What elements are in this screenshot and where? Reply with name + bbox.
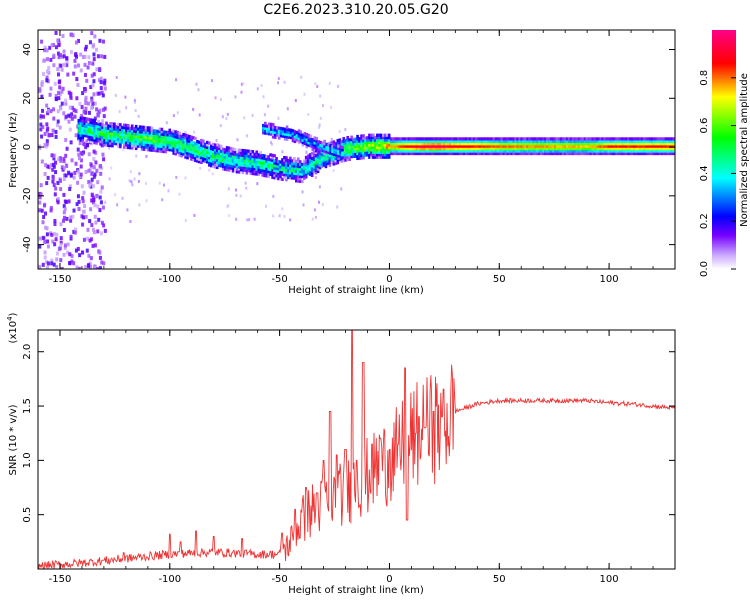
snr-panel: -150 -100 -50 0 50 100 0.5 1.0 1.5 2.0 Height of … bbox=[6, 312, 676, 596]
x-tick-label: 0 bbox=[386, 274, 392, 285]
snr-plot-area bbox=[38, 330, 675, 569]
colorbar-tick-label: 0.4 bbox=[699, 165, 710, 181]
colorbar-tick-label: 0.8 bbox=[699, 70, 710, 86]
x-tick-label: -150 bbox=[49, 274, 72, 285]
x-tick-label: -50 bbox=[271, 574, 287, 585]
x-tick-label: -50 bbox=[271, 274, 287, 285]
x-tick-label: 0 bbox=[386, 574, 392, 585]
spectrogram-x-axis-label: Height of straight line (km) bbox=[288, 285, 424, 296]
page-title: C2E6.2023.310.20.05.G20 bbox=[263, 2, 449, 18]
colorbar-tick-label: 0.6 bbox=[699, 118, 710, 134]
spectrogram-frame bbox=[37, 29, 676, 270]
snr-scale-factor-label: (x104) bbox=[6, 312, 19, 343]
x-tick-label: 50 bbox=[493, 274, 506, 285]
spectrogram-heatmap bbox=[38, 30, 675, 269]
y-tick-label: 40 bbox=[22, 43, 33, 56]
snr-y-axis-label: SNR (10 * v/v) bbox=[8, 404, 19, 475]
spectrogram-panel: -150 -100 -50 0 50 100 -40 -20 0 20 40 Height of s… bbox=[8, 29, 676, 296]
colorbar-ticks: 0.0 0.2 0.4 0.6 0.8 bbox=[699, 70, 736, 277]
y-tick-label: -20 bbox=[22, 188, 33, 204]
colorbar-gradient bbox=[712, 30, 736, 269]
y-tick-label: 1.0 bbox=[22, 452, 33, 468]
y-tick-label: 0 bbox=[22, 144, 33, 150]
y-tick-label: 0.5 bbox=[22, 507, 33, 523]
colorbar-tick-label: 0.0 bbox=[699, 261, 710, 277]
x-tick-label: 100 bbox=[600, 274, 619, 285]
y-tick-label: -40 bbox=[22, 236, 33, 252]
colorbar-label: Normalized spectral amplitude bbox=[739, 73, 750, 227]
x-tick-label: 50 bbox=[493, 574, 506, 585]
snr-frame bbox=[37, 329, 676, 570]
snr-x-axis-label: Height of straight line (km) bbox=[288, 585, 424, 596]
x-tick-label: -100 bbox=[158, 574, 181, 585]
x-tick-label: 100 bbox=[600, 574, 619, 585]
y-tick-label: 1.5 bbox=[22, 398, 33, 414]
snr-series-line bbox=[38, 330, 675, 569]
x-tick-label: -150 bbox=[49, 574, 72, 585]
colorbar-tick-label: 0.2 bbox=[699, 213, 710, 229]
y-tick-label: 2.0 bbox=[22, 344, 33, 360]
x-tick-label: -100 bbox=[158, 274, 181, 285]
colorbar: 0.0 0.2 0.4 0.6 0.8 Normalized spectral ampl… bbox=[699, 30, 750, 277]
spectrogram-y-axis-label: Frequency (Hz) bbox=[8, 112, 19, 188]
y-tick-label: 20 bbox=[22, 92, 33, 105]
